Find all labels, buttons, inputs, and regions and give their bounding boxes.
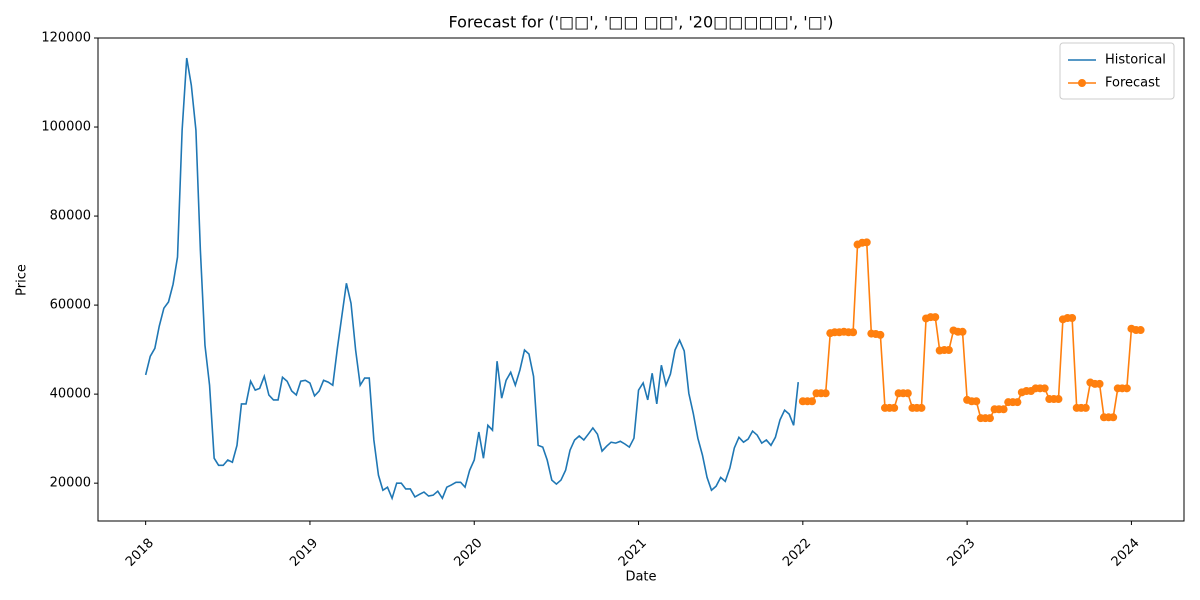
- point-marker: [1013, 398, 1022, 407]
- point-marker: [903, 389, 912, 398]
- point-marker: [1068, 314, 1077, 323]
- y-tick-label: 20000: [50, 476, 91, 491]
- point-marker: [958, 327, 967, 336]
- point-marker: [890, 403, 899, 412]
- point-marker: [1122, 384, 1131, 393]
- legend-label: Forecast: [1105, 76, 1160, 91]
- legend-label: Historical: [1105, 53, 1166, 68]
- point-marker: [1095, 379, 1104, 388]
- series-line: [144, 57, 800, 501]
- chart-title: Forecast for ('□□', '□□ □□', '20□□□□□', …: [449, 13, 834, 32]
- y-tick-label: 60000: [50, 298, 91, 313]
- point-marker: [972, 397, 981, 406]
- point-marker: [1040, 384, 1049, 393]
- plot-frame: [97, 37, 1185, 522]
- point-marker: [931, 313, 940, 322]
- point-marker: [917, 403, 926, 412]
- y-tick-label: 80000: [50, 209, 91, 224]
- point-marker: [849, 328, 858, 337]
- point-marker: [999, 405, 1008, 414]
- y-tick-label: 120000: [41, 31, 91, 46]
- x-axis-label: Date: [625, 570, 656, 585]
- point-marker: [944, 346, 953, 355]
- point-marker: [1081, 403, 1090, 412]
- point-marker: [821, 389, 830, 398]
- y-tick-label: 100000: [41, 120, 91, 135]
- y-tick-label: 40000: [50, 387, 91, 402]
- point-marker: [1109, 413, 1118, 422]
- legend-box: [1059, 42, 1175, 100]
- point-marker: [808, 397, 817, 406]
- point-marker: [1136, 326, 1145, 335]
- y-axis-label: Price: [15, 264, 30, 296]
- legend-marker: [1078, 79, 1086, 87]
- point-marker: [1054, 395, 1063, 404]
- point-marker: [862, 238, 871, 247]
- point-marker: [876, 330, 885, 339]
- point-marker: [985, 414, 994, 423]
